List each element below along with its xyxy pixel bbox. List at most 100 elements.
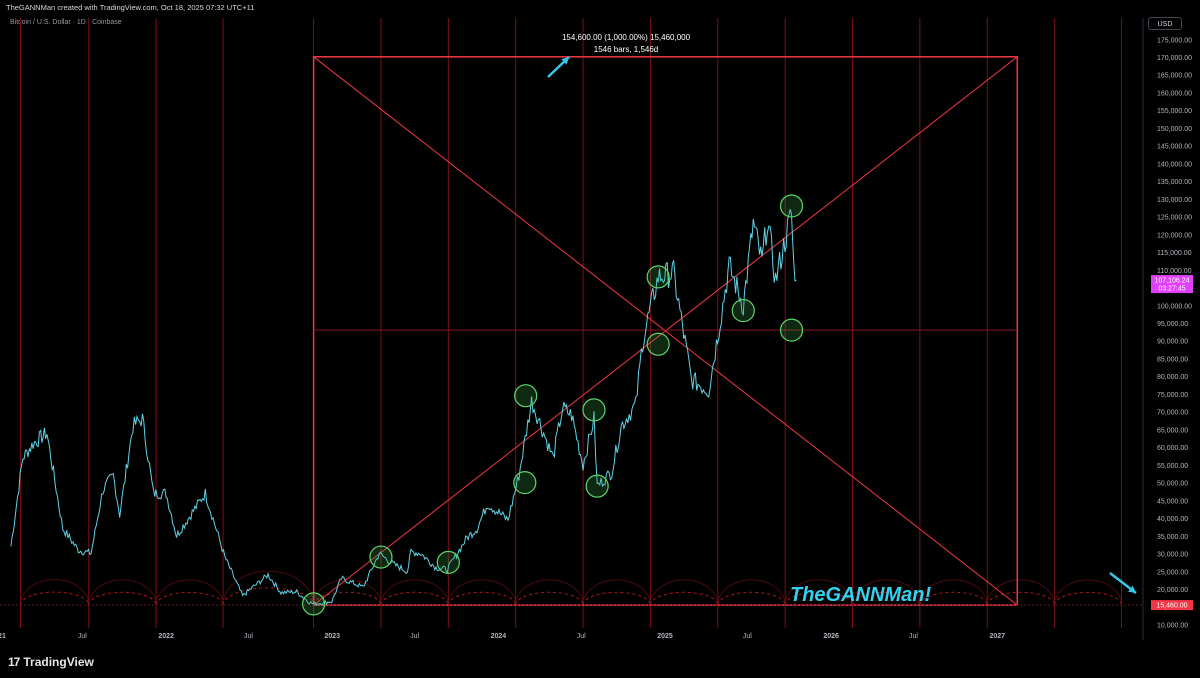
highlight-circle [779,318,804,342]
top-bar: TheGANNMan created with TradingView.com,… [0,0,1200,16]
gann-arc-dashed [447,591,517,606]
price-label-countdown: 03:27:45 [1158,286,1185,293]
y-tick-label: 75,000.00 [1157,392,1188,399]
gann-arc [222,570,315,606]
y-tick-label: 170,000.00 [1157,55,1192,62]
measure-arrow-head [561,57,569,65]
gann-arc-dashed [784,591,854,606]
price-line [10,209,797,607]
x-tick-label: 2024 [491,633,507,640]
highlight-circle [585,474,609,498]
gann-arc [582,579,651,606]
highlight-circle [646,265,670,289]
gann-arc-dashed [515,591,584,606]
y-tick-label: 60,000.00 [1157,445,1188,452]
gann-arc-dashed [380,591,449,606]
gann-arc-dashed [919,591,988,606]
gann-arc [1054,579,1123,606]
x-tick-label: 2025 [657,633,673,640]
gann-arcs [19,570,1123,606]
price-label-box [1151,275,1193,294]
gann-arc [717,579,786,606]
y-tick-label: 45,000.00 [1157,498,1188,505]
gann-arc [784,579,854,606]
y-tick-label: 115,000.00 [1157,250,1192,257]
highlight-circle [646,332,670,356]
x-tick-label: Jul [78,633,87,640]
y-tick-label: 25,000.00 [1157,569,1188,576]
y-tick-label: 20,000.00 [1157,587,1188,594]
gann-arc-dashed [852,591,921,606]
highlight-circle [369,545,393,569]
highlight-circle [514,384,538,408]
x-tick-label: 021 [0,633,6,640]
price-label-text: 107,106.24 [1154,278,1189,285]
gann-arc-dashed [582,591,651,606]
tradingview-logo-text: TradingView [23,655,94,669]
watermark-text: TheGANNMan! [790,584,931,606]
y-tick-label: 95,000.00 [1157,321,1188,328]
time-axis: 021 Jul 2022 Jul 2023 Jul 2024 Jul 2025 Jul 2026 Ju… [0,633,1005,640]
x-tick-label: 2022 [158,633,174,640]
created-by-text: TheGANNMan created with TradingView.com,… [6,3,255,12]
x-tick-label: Jul [577,633,586,640]
y-tick-label: 150,000.00 [1157,126,1192,133]
x-tick-label: Jul [743,633,752,640]
gann-arc [515,579,584,606]
y-tick-label: 165,000.00 [1157,73,1192,80]
price-label-text: 15,460.00 [1156,603,1187,610]
y-tick-label: 130,000.00 [1157,197,1192,204]
gann-arc [919,579,988,606]
gann-arc [19,579,90,606]
price-axis: 10,000.0015,000.0020,000.0025,000.0030,0… [1142,18,1192,640]
gann-arc-dashed [88,591,157,606]
gann-arc [88,579,157,606]
gann-arc-dashed [313,591,382,606]
gann-arc [852,579,921,606]
highlight-circle [513,470,537,495]
y-tick-label: 40,000.00 [1157,516,1188,523]
y-tick-label: 85,000.00 [1157,356,1188,363]
highlight-circle [436,550,460,574]
gann-arc [313,579,382,606]
y-tick-label: 100,000.00 [1157,303,1192,310]
x-tick-label: 2023 [324,633,340,640]
y-tick-label: 65,000.00 [1157,427,1188,434]
y-tick-label: 50,000.00 [1157,481,1188,488]
gann-arc [447,579,517,606]
y-tick-label: 125,000.00 [1157,215,1192,222]
price-series [10,209,797,607]
x-tick-label: 2027 [989,633,1005,640]
gann-diagonal-down [313,56,1018,606]
x-tick-label: Jul [909,633,918,640]
gann-arc-dashed [1054,591,1123,606]
y-tick-label: 145,000.00 [1157,144,1192,151]
currency-button[interactable]: USD [1148,17,1182,30]
highlight-circle [779,194,804,218]
y-tick-label: 110,000.00 [1157,268,1192,275]
gann-arc [155,579,224,606]
y-tick-label: 120,000.00 [1157,232,1192,239]
price-chart[interactable]: 10,000.0015,000.0020,000.0025,000.0030,0… [0,0,1200,646]
price-arrow-head [1128,585,1136,593]
highlight-circles [302,194,804,616]
measure-line-2: 1546 bars, 1,546d [594,45,659,54]
y-tick-label: 135,000.00 [1157,179,1192,186]
y-tick-label: 70,000.00 [1157,410,1188,417]
gann-vertical-lines [19,18,1123,628]
x-tick-label: 2026 [823,633,839,640]
gann-arc-dashed [155,591,224,606]
annotations: 154,600.00 (1,000.00%) 15,460,000 1546 b… [547,33,1137,606]
highlight-circle [302,592,326,616]
y-tick-label: 90,000.00 [1157,339,1188,346]
symbol-title: Bitcoin / U.S. Dollar · 1D · Coinbase [10,19,122,26]
highlight-circle [582,398,606,422]
y-tick-label: 140,000.00 [1157,161,1192,168]
gann-arc-dashed [717,591,786,606]
gann-arc [649,579,719,606]
y-tick-label: 10,000.00 [1157,622,1188,629]
tradingview-logo[interactable]: 17 TradingView [8,655,94,669]
footer: 17 TradingView [0,646,1200,678]
tradingview-mark-icon: 17 [8,655,20,669]
